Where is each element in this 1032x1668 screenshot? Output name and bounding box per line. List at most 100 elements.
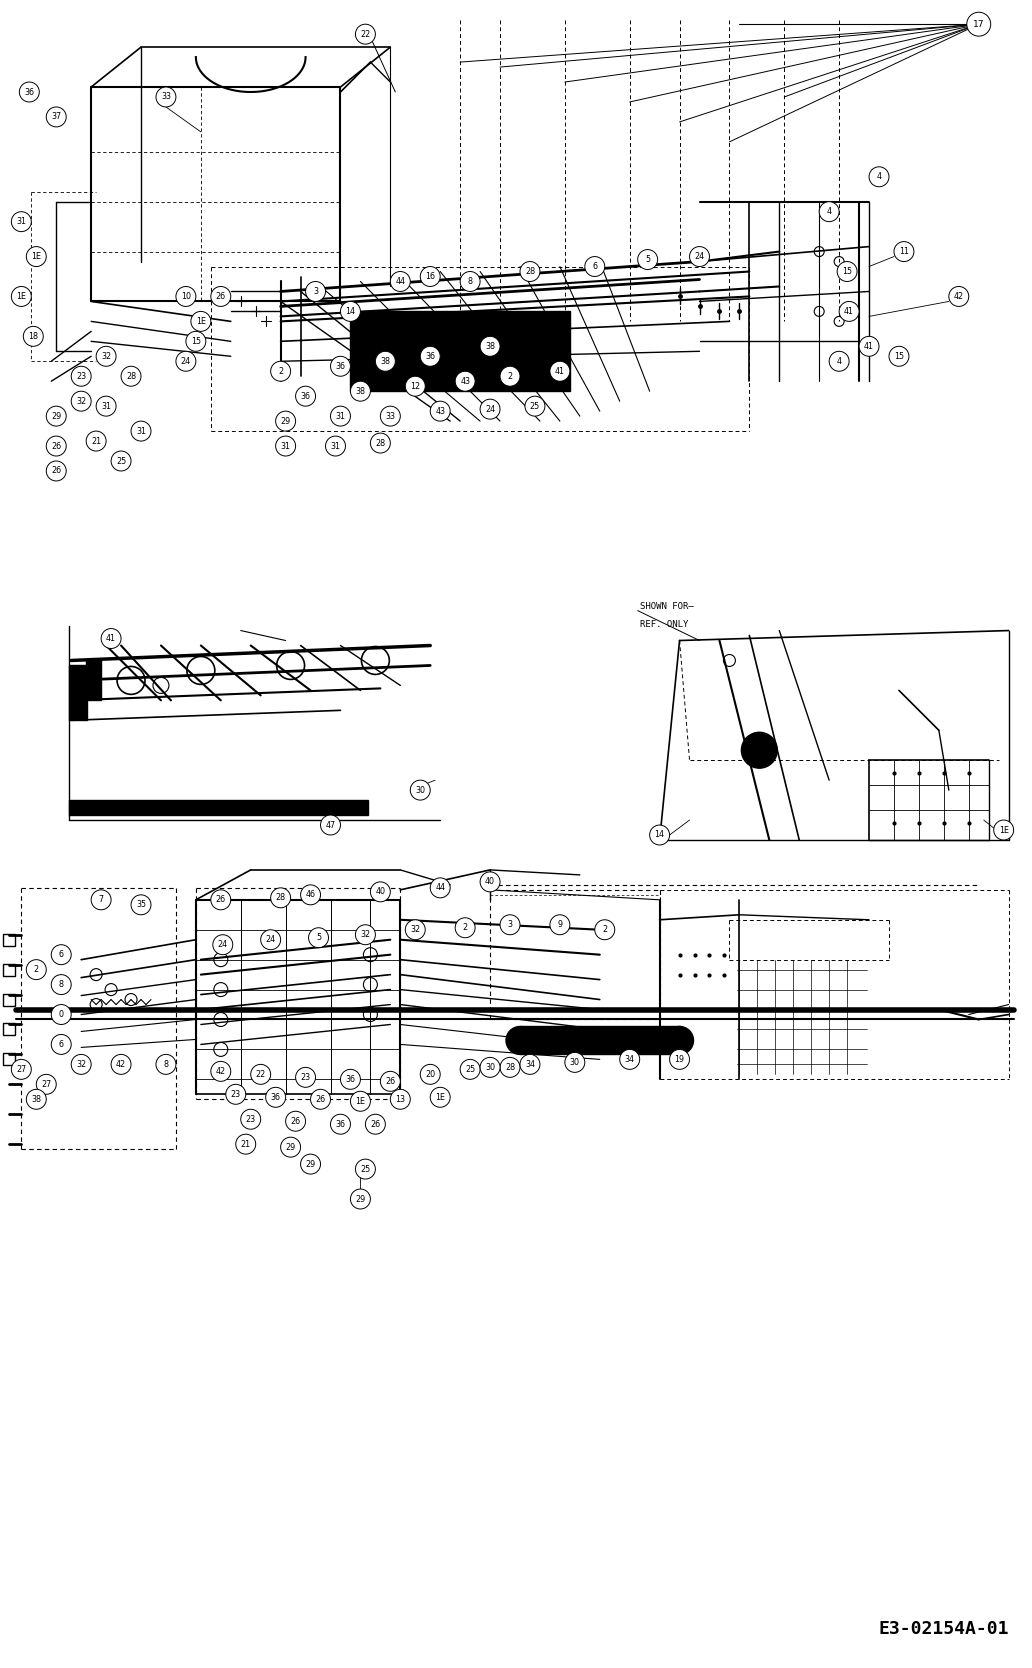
Text: 32: 32 [410, 926, 420, 934]
Circle shape [330, 1114, 351, 1134]
Circle shape [585, 257, 605, 277]
Text: 27: 27 [17, 1064, 27, 1074]
Text: 1E: 1E [436, 1093, 445, 1103]
Circle shape [430, 1088, 450, 1108]
Circle shape [501, 914, 520, 934]
Text: 41: 41 [844, 307, 854, 315]
Text: 23: 23 [300, 1073, 311, 1083]
Text: 1E: 1E [196, 317, 205, 325]
Circle shape [638, 250, 657, 270]
Text: 41: 41 [864, 342, 874, 350]
Text: 25: 25 [529, 402, 540, 410]
Circle shape [420, 267, 441, 287]
Circle shape [370, 434, 390, 454]
Circle shape [261, 929, 281, 949]
Text: 6: 6 [59, 1039, 64, 1049]
Text: 31: 31 [281, 442, 291, 450]
Text: 5: 5 [645, 255, 650, 264]
Circle shape [480, 337, 501, 357]
Circle shape [948, 287, 969, 307]
Circle shape [286, 1111, 305, 1131]
Text: 24: 24 [265, 936, 276, 944]
Circle shape [265, 1088, 286, 1108]
Text: 5: 5 [316, 932, 321, 942]
Circle shape [321, 816, 341, 836]
Text: 26: 26 [52, 467, 61, 475]
Circle shape [235, 1134, 256, 1154]
Text: 21: 21 [240, 1139, 251, 1149]
Text: 38: 38 [31, 1094, 41, 1104]
Text: 2: 2 [603, 926, 607, 934]
Circle shape [351, 382, 370, 402]
Text: 12: 12 [410, 382, 420, 390]
Text: 33: 33 [161, 92, 171, 102]
Circle shape [894, 242, 914, 262]
Text: 38: 38 [485, 342, 495, 350]
Circle shape [430, 402, 450, 420]
Circle shape [211, 287, 231, 307]
Circle shape [330, 357, 351, 377]
Circle shape [406, 919, 425, 939]
Text: 28: 28 [126, 372, 136, 380]
Text: 34: 34 [525, 1059, 535, 1069]
Text: 32: 32 [101, 352, 111, 360]
Text: 26: 26 [216, 896, 226, 904]
Circle shape [96, 347, 116, 367]
Text: 1E: 1E [17, 292, 27, 300]
Text: 31: 31 [330, 442, 341, 450]
Circle shape [71, 392, 91, 410]
Text: REF. ONLY: REF. ONLY [640, 619, 688, 629]
Circle shape [837, 262, 858, 282]
Circle shape [501, 1058, 520, 1078]
Circle shape [341, 302, 360, 322]
Bar [3, 1054, 15, 1066]
Circle shape [829, 352, 849, 372]
Circle shape [46, 460, 66, 480]
Circle shape [52, 944, 71, 964]
Text: 24: 24 [485, 405, 495, 414]
Text: 4: 4 [827, 207, 832, 217]
Text: 41: 41 [555, 367, 565, 375]
Text: 36: 36 [300, 392, 311, 400]
Circle shape [175, 287, 196, 307]
Bar [86, 661, 101, 701]
Bar [69, 666, 87, 721]
Circle shape [27, 1089, 46, 1109]
Text: 47: 47 [325, 821, 335, 829]
Circle shape [741, 732, 777, 769]
Circle shape [967, 12, 991, 37]
Text: 31: 31 [101, 402, 111, 410]
Text: 6: 6 [59, 951, 64, 959]
Circle shape [52, 1034, 71, 1054]
Text: 2: 2 [34, 966, 39, 974]
Text: 30: 30 [485, 1063, 495, 1073]
Text: 44: 44 [395, 277, 406, 285]
Text: 26: 26 [52, 442, 61, 450]
Circle shape [520, 262, 540, 282]
Circle shape [71, 367, 91, 387]
Text: 29: 29 [355, 1194, 365, 1204]
Text: 29: 29 [286, 1143, 296, 1151]
Text: 4: 4 [837, 357, 842, 365]
Circle shape [240, 1109, 261, 1129]
Circle shape [46, 405, 66, 425]
Text: 36: 36 [335, 362, 346, 370]
Text: 24: 24 [695, 252, 705, 262]
Text: 17: 17 [973, 20, 985, 28]
Circle shape [156, 1054, 175, 1074]
Circle shape [226, 1084, 246, 1104]
Circle shape [156, 87, 175, 107]
Circle shape [330, 405, 351, 425]
Text: 9: 9 [557, 921, 562, 929]
Text: 14: 14 [346, 307, 355, 315]
Circle shape [300, 884, 321, 904]
Text: E3-02154A-01: E3-02154A-01 [878, 1620, 1008, 1638]
Circle shape [71, 1054, 91, 1074]
Circle shape [305, 282, 325, 302]
Circle shape [27, 247, 46, 267]
Text: 8: 8 [467, 277, 473, 285]
Text: 24: 24 [218, 941, 228, 949]
Circle shape [994, 821, 1013, 841]
Text: 42: 42 [954, 292, 964, 300]
Text: 29: 29 [52, 412, 61, 420]
